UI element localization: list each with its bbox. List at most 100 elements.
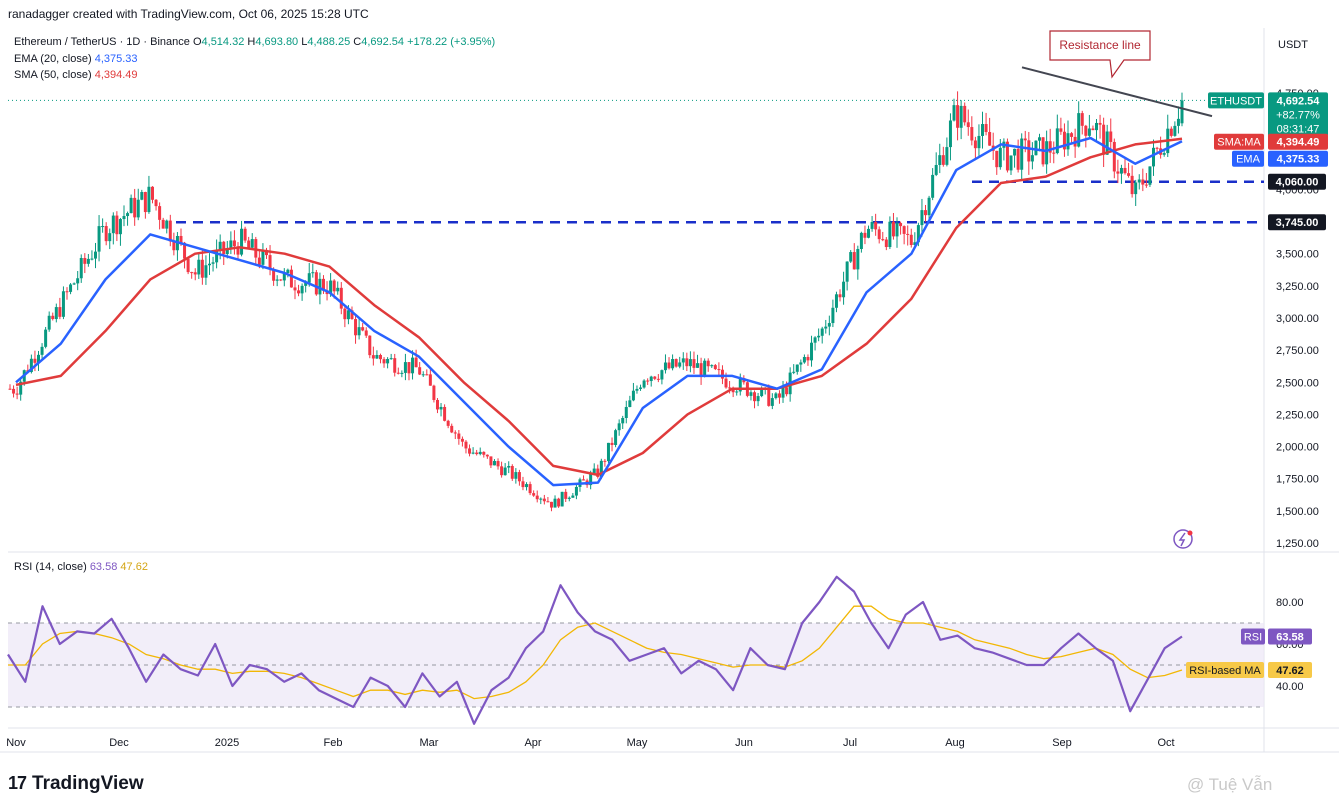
candle-body [642, 380, 646, 388]
candle-body [1080, 113, 1084, 126]
candle-body [549, 501, 553, 508]
candle-body [806, 356, 810, 361]
candle-body [567, 497, 571, 499]
candle-body [574, 486, 578, 496]
rsi-legend[interactable]: RSI (14, close) 63.58 47.62 [14, 561, 148, 573]
sma-tag [1214, 133, 1264, 150]
rsi-tag [1241, 628, 1265, 645]
candle-body [400, 372, 404, 374]
rsi-tick-label: 80.00 [1276, 597, 1304, 609]
candle-body [446, 420, 450, 426]
ema-legend-row[interactable]: EMA (20, close) 4,375.33 [14, 51, 495, 68]
candle-body [514, 472, 518, 479]
candle-body [941, 155, 945, 165]
candle-body [888, 221, 892, 248]
candle-body [232, 240, 236, 247]
candle-body [1127, 173, 1131, 176]
candle-body [133, 197, 137, 218]
candle-body [756, 396, 760, 402]
tradingview-brand[interactable]: 17 TradingView [8, 773, 144, 795]
candle-body [36, 354, 40, 363]
candle-body [852, 252, 856, 270]
sma-legend-row[interactable]: SMA (50, close) 4,394.49 [14, 67, 495, 84]
currency-label[interactable]: USDT [1278, 39, 1308, 51]
candle-body [606, 442, 610, 462]
candle-body [193, 272, 197, 275]
candle-body [65, 291, 69, 293]
symbol-name[interactable]: Ethereum / TetherUS · 1D · Binance [14, 36, 190, 48]
ema-legend-label: EMA (20, close) [14, 52, 92, 65]
resistance-trendline[interactable] [1021, 66, 1213, 118]
candle-body [649, 376, 653, 382]
candle-body [1030, 155, 1034, 162]
candle-body [1023, 138, 1027, 141]
candle-body [457, 433, 461, 439]
candle-body [877, 229, 881, 240]
candle-body [275, 279, 279, 281]
price-tick-label: 1,750.00 [1276, 474, 1319, 486]
candle-body [336, 287, 340, 292]
candle-body [8, 388, 12, 390]
candle-body [710, 365, 714, 367]
candle-body [867, 228, 871, 238]
candle-body [1119, 167, 1123, 174]
rsi-legend-label: RSI (14, close) [14, 561, 87, 573]
candle-body [831, 307, 835, 324]
flash-icon-bolt [1178, 532, 1186, 547]
time-tick-label: Mar [420, 737, 439, 749]
candle-body [671, 359, 675, 369]
flash-icon[interactable] [1173, 529, 1193, 549]
candle-body [343, 308, 347, 320]
candle-body [909, 234, 913, 245]
price-labels-layer: 4,060.00 3,745.00 ETHUSDT 4,692.54 +82.77% 08… [1186, 92, 1328, 678]
candle-body [571, 495, 575, 498]
resistance-callout-box[interactable] [1049, 30, 1151, 79]
candle-body [29, 358, 33, 373]
candle-body [307, 273, 311, 283]
level-price-text: 4,060.00 [1276, 177, 1319, 189]
candle-body [54, 307, 58, 320]
candle-body [589, 474, 593, 486]
trendline-layer[interactable]: Resistance line [1021, 30, 1213, 118]
candle-body [813, 337, 817, 343]
candle-body [981, 124, 985, 136]
candle-body [464, 441, 468, 449]
candle-body [407, 362, 411, 374]
candle-body [140, 192, 144, 200]
candle-body [1134, 182, 1138, 195]
candle-body [93, 251, 97, 259]
candle-body [350, 310, 354, 320]
candle-body [859, 232, 863, 250]
rsi-ma-value-badge [1268, 661, 1312, 678]
candle-body [211, 262, 215, 264]
candle-body [678, 362, 682, 367]
ema-tag-text: EMA [1236, 154, 1261, 166]
time-tick-label: Nov [6, 737, 26, 749]
time-tick-label: Jul [843, 737, 857, 749]
candle-body [1116, 171, 1120, 174]
candle-body [1130, 175, 1134, 195]
candle-body [261, 249, 265, 265]
candle-body [717, 369, 721, 371]
ethusdt-tag [1208, 92, 1264, 109]
candle-body [375, 354, 379, 359]
countdown-text: 08:31:47 [1277, 123, 1320, 135]
candle-body [656, 378, 660, 380]
candle-body [542, 498, 546, 502]
candle-body [988, 132, 992, 146]
candle-body [1152, 147, 1156, 167]
candle-body [639, 387, 643, 389]
candle-body [482, 451, 486, 455]
ema-price-text: 4,375.33 [1277, 154, 1320, 166]
candle-body [1169, 128, 1173, 136]
candle-body [777, 393, 781, 398]
candle-body [108, 233, 112, 242]
main-legend: Ethereum / TetherUS · 1D · Binance O4,51… [14, 34, 495, 84]
high-label: H [247, 36, 256, 48]
candle-body [685, 358, 689, 367]
candle-body [215, 249, 219, 263]
candle-body [204, 265, 208, 278]
candle-body [824, 326, 828, 329]
rsi-value-text: 63.58 [1276, 631, 1304, 643]
